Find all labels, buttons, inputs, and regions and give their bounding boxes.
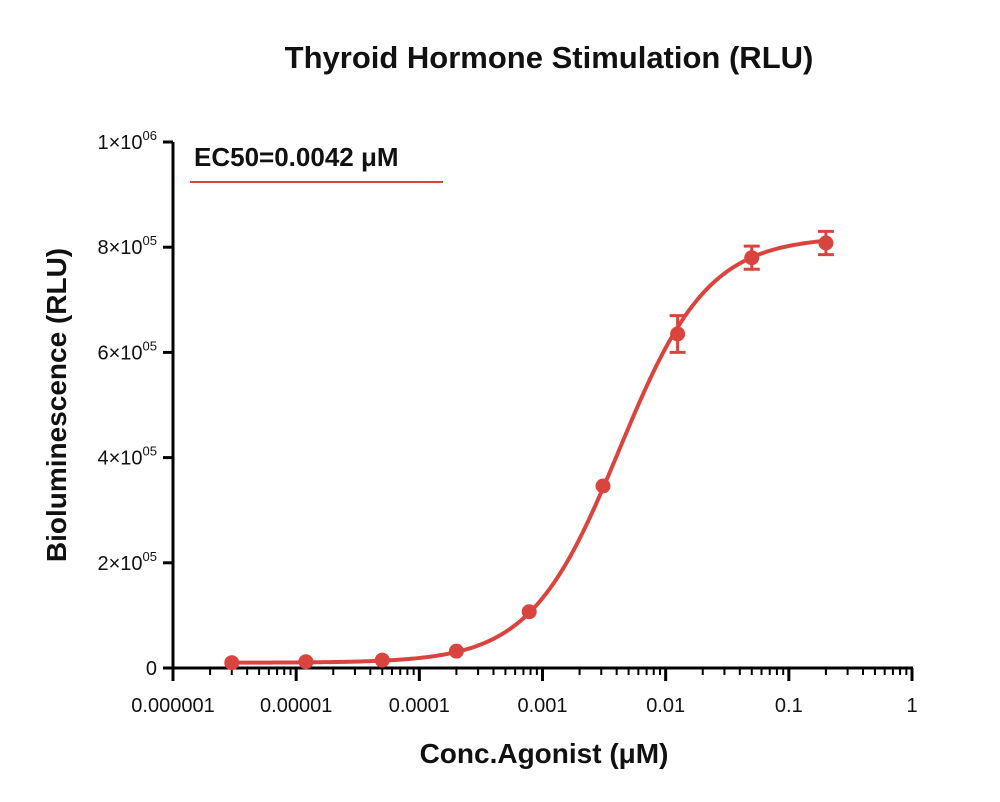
- y-tick-label: 0: [146, 658, 157, 680]
- x-tick-label: 0.01: [646, 695, 685, 717]
- legend: EC50=0.0042 μM: [190, 142, 443, 183]
- y-axis-title: Bioluminescence (RLU): [41, 248, 72, 562]
- y-axis: 0 2×1005 4×1005 6×1005 8×1005 1×1006: [97, 128, 175, 680]
- x-axis-title: Conc.Agonist (μM): [420, 738, 669, 769]
- data-point: [374, 652, 390, 668]
- x-tick-label: 1: [906, 695, 917, 717]
- x-tick-label: 0.1: [775, 695, 803, 717]
- y-tick-label: 4×1005: [97, 444, 157, 470]
- fit-curve: [229, 238, 828, 665]
- data-point: [670, 326, 686, 342]
- chart-title: Thyroid Hormone Stimulation (RLU): [285, 40, 814, 75]
- data-point: [744, 250, 760, 266]
- y-tick-label: 2×1005: [97, 549, 157, 575]
- data-point: [595, 478, 611, 494]
- y-tick-label: 8×1005: [97, 233, 157, 259]
- x-tick-label: 0.0001: [389, 695, 450, 717]
- data-point: [521, 604, 537, 620]
- legend-label-ec50: EC50=0.0042 μM: [194, 142, 399, 172]
- y-tick-label: 6×1005: [97, 338, 157, 364]
- data-point: [224, 655, 240, 671]
- x-tick-label: 0.000001: [131, 695, 214, 717]
- y-tick-label: 1×1006: [97, 128, 157, 154]
- x-axis: 0.000001 0.00001 0.0001 0.001 0.01 0.1 1: [131, 666, 918, 717]
- x-tick-label: 0.001: [517, 695, 567, 717]
- data-point: [298, 654, 314, 670]
- data-point: [448, 643, 464, 659]
- plot-area: [224, 229, 834, 671]
- x-tick-label: 0.00001: [260, 695, 332, 717]
- data-point: [818, 235, 834, 251]
